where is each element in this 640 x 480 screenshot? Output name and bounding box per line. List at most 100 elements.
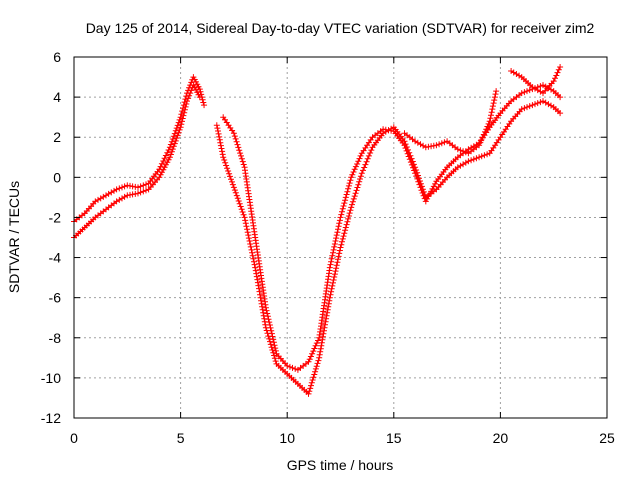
data-point	[333, 235, 340, 242]
data-point	[313, 340, 320, 347]
data-point	[292, 365, 299, 372]
data-point	[337, 214, 344, 221]
data-point	[333, 232, 340, 239]
data-point	[484, 123, 491, 130]
data-point	[436, 141, 443, 148]
data-point	[233, 138, 240, 145]
data-point	[356, 155, 363, 162]
data-point	[333, 265, 340, 272]
data-point	[327, 261, 334, 268]
data-point	[330, 277, 337, 283]
data-point	[244, 226, 251, 233]
data-point	[100, 193, 107, 200]
data-point	[224, 165, 231, 172]
series-track-e	[401, 88, 500, 157]
data-point	[143, 181, 149, 188]
y-tick-labels: -12 -10 -8 -6 -4 -2 0 2 4 6	[41, 49, 61, 426]
data-point	[346, 180, 353, 187]
data-point	[488, 112, 494, 119]
series-trace	[216, 100, 561, 396]
data-point	[310, 348, 317, 355]
data-point	[554, 69, 561, 76]
data-point	[339, 205, 346, 212]
data-point	[355, 181, 362, 188]
data-point	[339, 238, 345, 245]
data-point	[550, 78, 557, 85]
data-point	[476, 154, 483, 161]
data-point	[172, 137, 179, 144]
series-track-b	[71, 82, 203, 241]
x-tick-label: 5	[177, 430, 185, 446]
data-point	[403, 147, 410, 154]
data-point	[161, 155, 168, 162]
data-point	[361, 164, 368, 171]
y-tick-label: -4	[49, 250, 62, 266]
data-point	[330, 249, 336, 256]
x-tick-label: 20	[493, 430, 509, 446]
data-point	[238, 155, 245, 162]
data-point	[338, 211, 345, 218]
data-point	[330, 279, 336, 286]
data-point	[116, 185, 123, 192]
data-point	[243, 223, 250, 230]
data-point	[175, 129, 182, 136]
data-point	[187, 90, 194, 97]
data-point	[351, 193, 358, 200]
data-point	[217, 139, 224, 146]
data-point	[176, 126, 183, 133]
data-point	[219, 148, 226, 155]
y-tick-label: -6	[49, 290, 62, 306]
data-point	[351, 166, 358, 173]
data-point	[121, 183, 128, 190]
data-point	[332, 238, 339, 244]
data-point	[185, 95, 192, 102]
data-point	[184, 98, 190, 105]
data-point	[308, 382, 314, 389]
data-point	[217, 142, 224, 149]
data-point	[487, 115, 494, 122]
data-point	[331, 241, 338, 247]
data-point	[267, 324, 274, 331]
data-point	[289, 364, 296, 371]
data-point	[271, 342, 278, 349]
data-point	[328, 285, 335, 292]
data-point	[557, 110, 564, 117]
data-point	[236, 147, 243, 154]
data-point	[479, 134, 486, 141]
data-point	[215, 130, 222, 137]
data-point	[235, 198, 242, 204]
data-point	[354, 161, 361, 167]
data-point	[170, 143, 177, 150]
data-point	[331, 271, 338, 278]
data-point	[335, 256, 341, 263]
data-point	[542, 99, 549, 106]
data-point	[315, 357, 322, 364]
data-point	[140, 188, 147, 195]
data-point	[213, 122, 220, 129]
data-point	[240, 161, 247, 168]
x-tick-label: 15	[386, 430, 402, 446]
data-point	[255, 282, 262, 289]
data-point	[179, 115, 186, 122]
data-point	[334, 229, 341, 236]
data-point	[360, 167, 366, 174]
data-point	[485, 120, 492, 127]
data-point	[308, 379, 315, 386]
data-point	[196, 86, 203, 93]
data-point	[266, 322, 273, 328]
data-point	[317, 348, 324, 355]
data-point	[341, 230, 348, 237]
data-point	[352, 190, 359, 197]
data-point	[234, 195, 241, 202]
data-point	[350, 195, 357, 202]
data-point	[473, 155, 480, 162]
data-point	[270, 339, 277, 346]
data-point	[477, 139, 484, 146]
data-point	[247, 243, 254, 250]
data-point	[335, 253, 342, 260]
data-point	[271, 355, 278, 362]
data-point	[340, 203, 347, 209]
x-tick-label: 25	[599, 430, 615, 446]
data-point	[226, 170, 233, 177]
